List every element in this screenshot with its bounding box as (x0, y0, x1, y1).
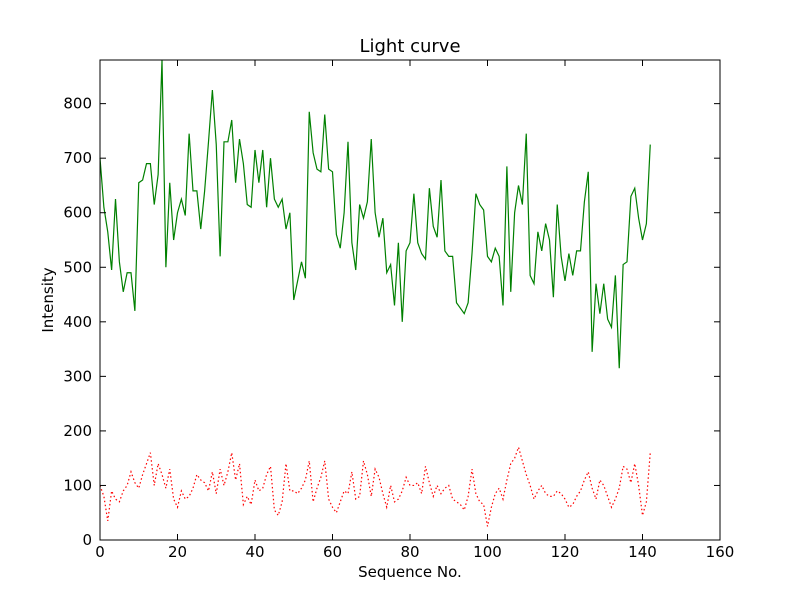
x-tick-label-120: 120 (551, 543, 580, 561)
y-tick-label-600: 600 (63, 204, 92, 222)
y-tick-label-800: 800 (63, 95, 92, 113)
x-tick-label-0: 0 (95, 543, 105, 561)
x-tick-label-20: 20 (168, 543, 187, 561)
y-tick-label-200: 200 (63, 422, 92, 440)
y-tick-label-300: 300 (63, 367, 92, 385)
chart-title: Light curve (359, 36, 460, 57)
y-tick-label-0: 0 (82, 531, 92, 549)
x-tick-label-140: 140 (628, 543, 657, 561)
plot-area (99, 59, 651, 527)
y-axis: 0 100 200 300 400 500 600 700 800 (63, 95, 720, 549)
x-tick-label-60: 60 (323, 543, 342, 561)
y-tick-label-700: 700 (63, 149, 92, 167)
x-tick-label-160: 160 (706, 543, 735, 561)
x-tick-label-40: 40 (245, 543, 264, 561)
y-axis-label: Intensity (39, 267, 57, 332)
x-axis: 0 20 40 60 80 100 120 140 160 (95, 60, 734, 561)
series-line-2 (99, 445, 651, 527)
x-tick-label-80: 80 (400, 543, 419, 561)
y-tick-label-400: 400 (63, 313, 92, 331)
x-tick-label-100: 100 (473, 543, 502, 561)
y-tick-label-500: 500 (63, 258, 92, 276)
series-line-1 (99, 59, 651, 369)
x-axis-label: Sequence No. (358, 563, 462, 581)
y-tick-label-100: 100 (63, 476, 92, 494)
